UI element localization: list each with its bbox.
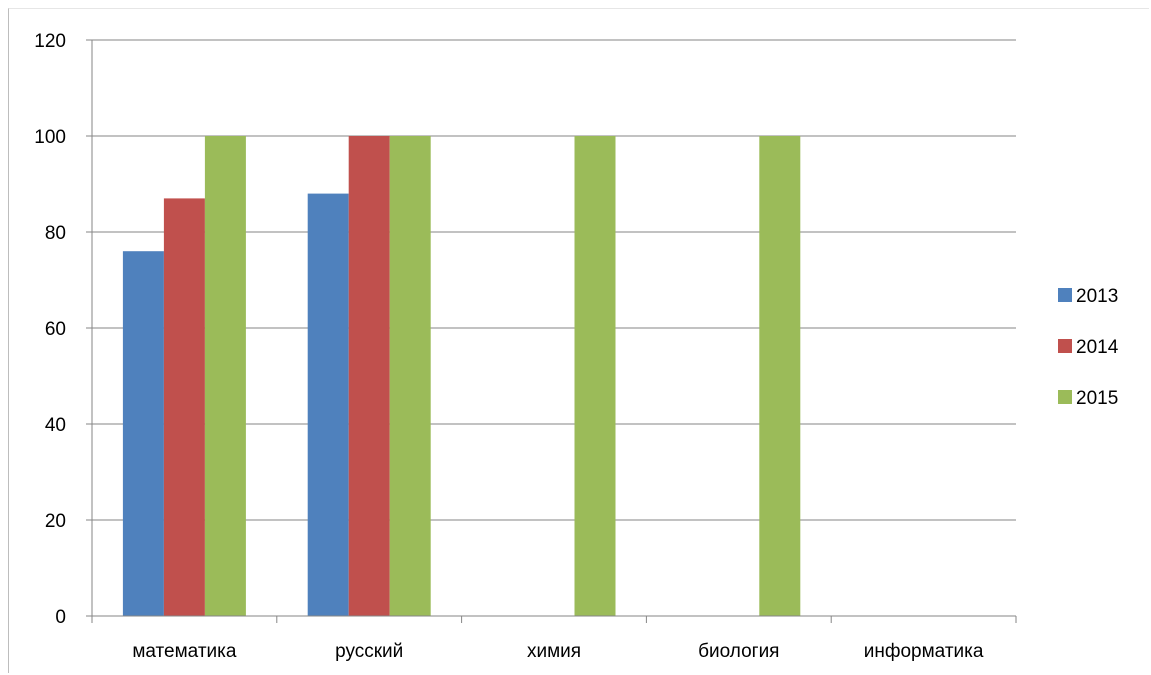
bar-2014-русский bbox=[348, 136, 390, 616]
bar-2015-математика bbox=[204, 136, 246, 616]
bars bbox=[122, 136, 801, 616]
y-tick-label: 80 bbox=[45, 223, 66, 244]
axes bbox=[86, 39, 1017, 623]
grid-lines bbox=[92, 39, 1016, 521]
bar-2015-химия bbox=[574, 136, 616, 616]
y-tick-label: 0 bbox=[55, 607, 66, 628]
x-tick-label: русский bbox=[335, 641, 403, 662]
bar-2015-биология bbox=[759, 136, 801, 616]
y-tick-label: 60 bbox=[45, 319, 66, 340]
legend-label-2014: 2014 bbox=[1076, 337, 1119, 358]
y-tick-labels: 0 20 40 60 80 100 120 bbox=[34, 31, 66, 628]
legend-swatch-2014 bbox=[1058, 339, 1072, 353]
legend-label-2015: 2015 bbox=[1076, 388, 1118, 409]
x-tick-labels: математика русский химия биология информатик… bbox=[132, 641, 984, 662]
bar-2014-математика bbox=[163, 198, 205, 616]
legend-swatch-2015 bbox=[1058, 390, 1072, 404]
bar-2013-математика bbox=[122, 251, 164, 616]
y-tick-label: 40 bbox=[45, 415, 66, 436]
y-tick-label: 20 bbox=[45, 511, 66, 532]
bar-2015-русский bbox=[389, 136, 431, 616]
y-tick-label: 120 bbox=[34, 31, 66, 52]
legend-label-2013: 2013 bbox=[1076, 286, 1118, 307]
legend-swatch-2013 bbox=[1058, 288, 1072, 302]
x-tick-label: математика bbox=[132, 641, 237, 662]
x-tick-label: химия bbox=[527, 641, 581, 662]
x-tick-label: биология bbox=[698, 641, 779, 662]
y-tick-label: 100 bbox=[34, 127, 66, 148]
x-tick-label: информатика bbox=[864, 641, 984, 662]
legend: 2013 2014 2015 bbox=[1058, 286, 1119, 409]
chart-frame bbox=[8, 8, 1149, 673]
bar-2013-русский bbox=[307, 193, 349, 616]
